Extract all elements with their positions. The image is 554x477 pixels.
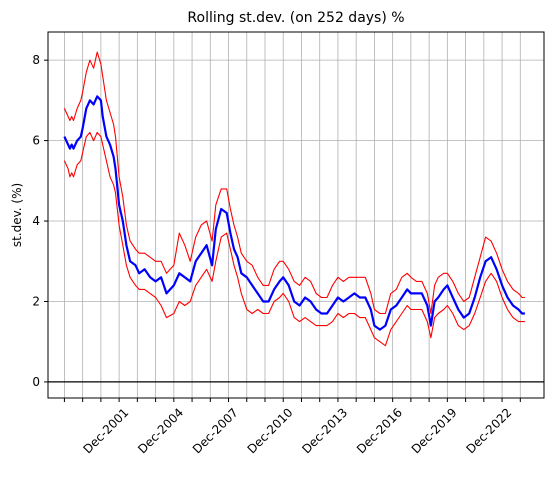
y-tick-label: 0 xyxy=(32,375,40,389)
y-tick-label: 8 xyxy=(32,53,40,67)
series-line-center xyxy=(63,95,525,331)
y-tick-label: 6 xyxy=(32,134,40,148)
y-tick-label: 2 xyxy=(32,294,40,308)
y-axis-ticks: 0 2 4 6 8 xyxy=(32,53,48,389)
series-line-upper xyxy=(63,51,525,315)
series-line-lower xyxy=(63,131,525,347)
series-lines xyxy=(63,51,525,347)
y-tick-label: 4 xyxy=(32,214,40,228)
chart-title: Rolling st.dev. (on 252 days) % xyxy=(187,10,404,26)
y-axis-label: st.dev. (%) xyxy=(10,183,24,247)
plot-frame xyxy=(47,31,545,399)
